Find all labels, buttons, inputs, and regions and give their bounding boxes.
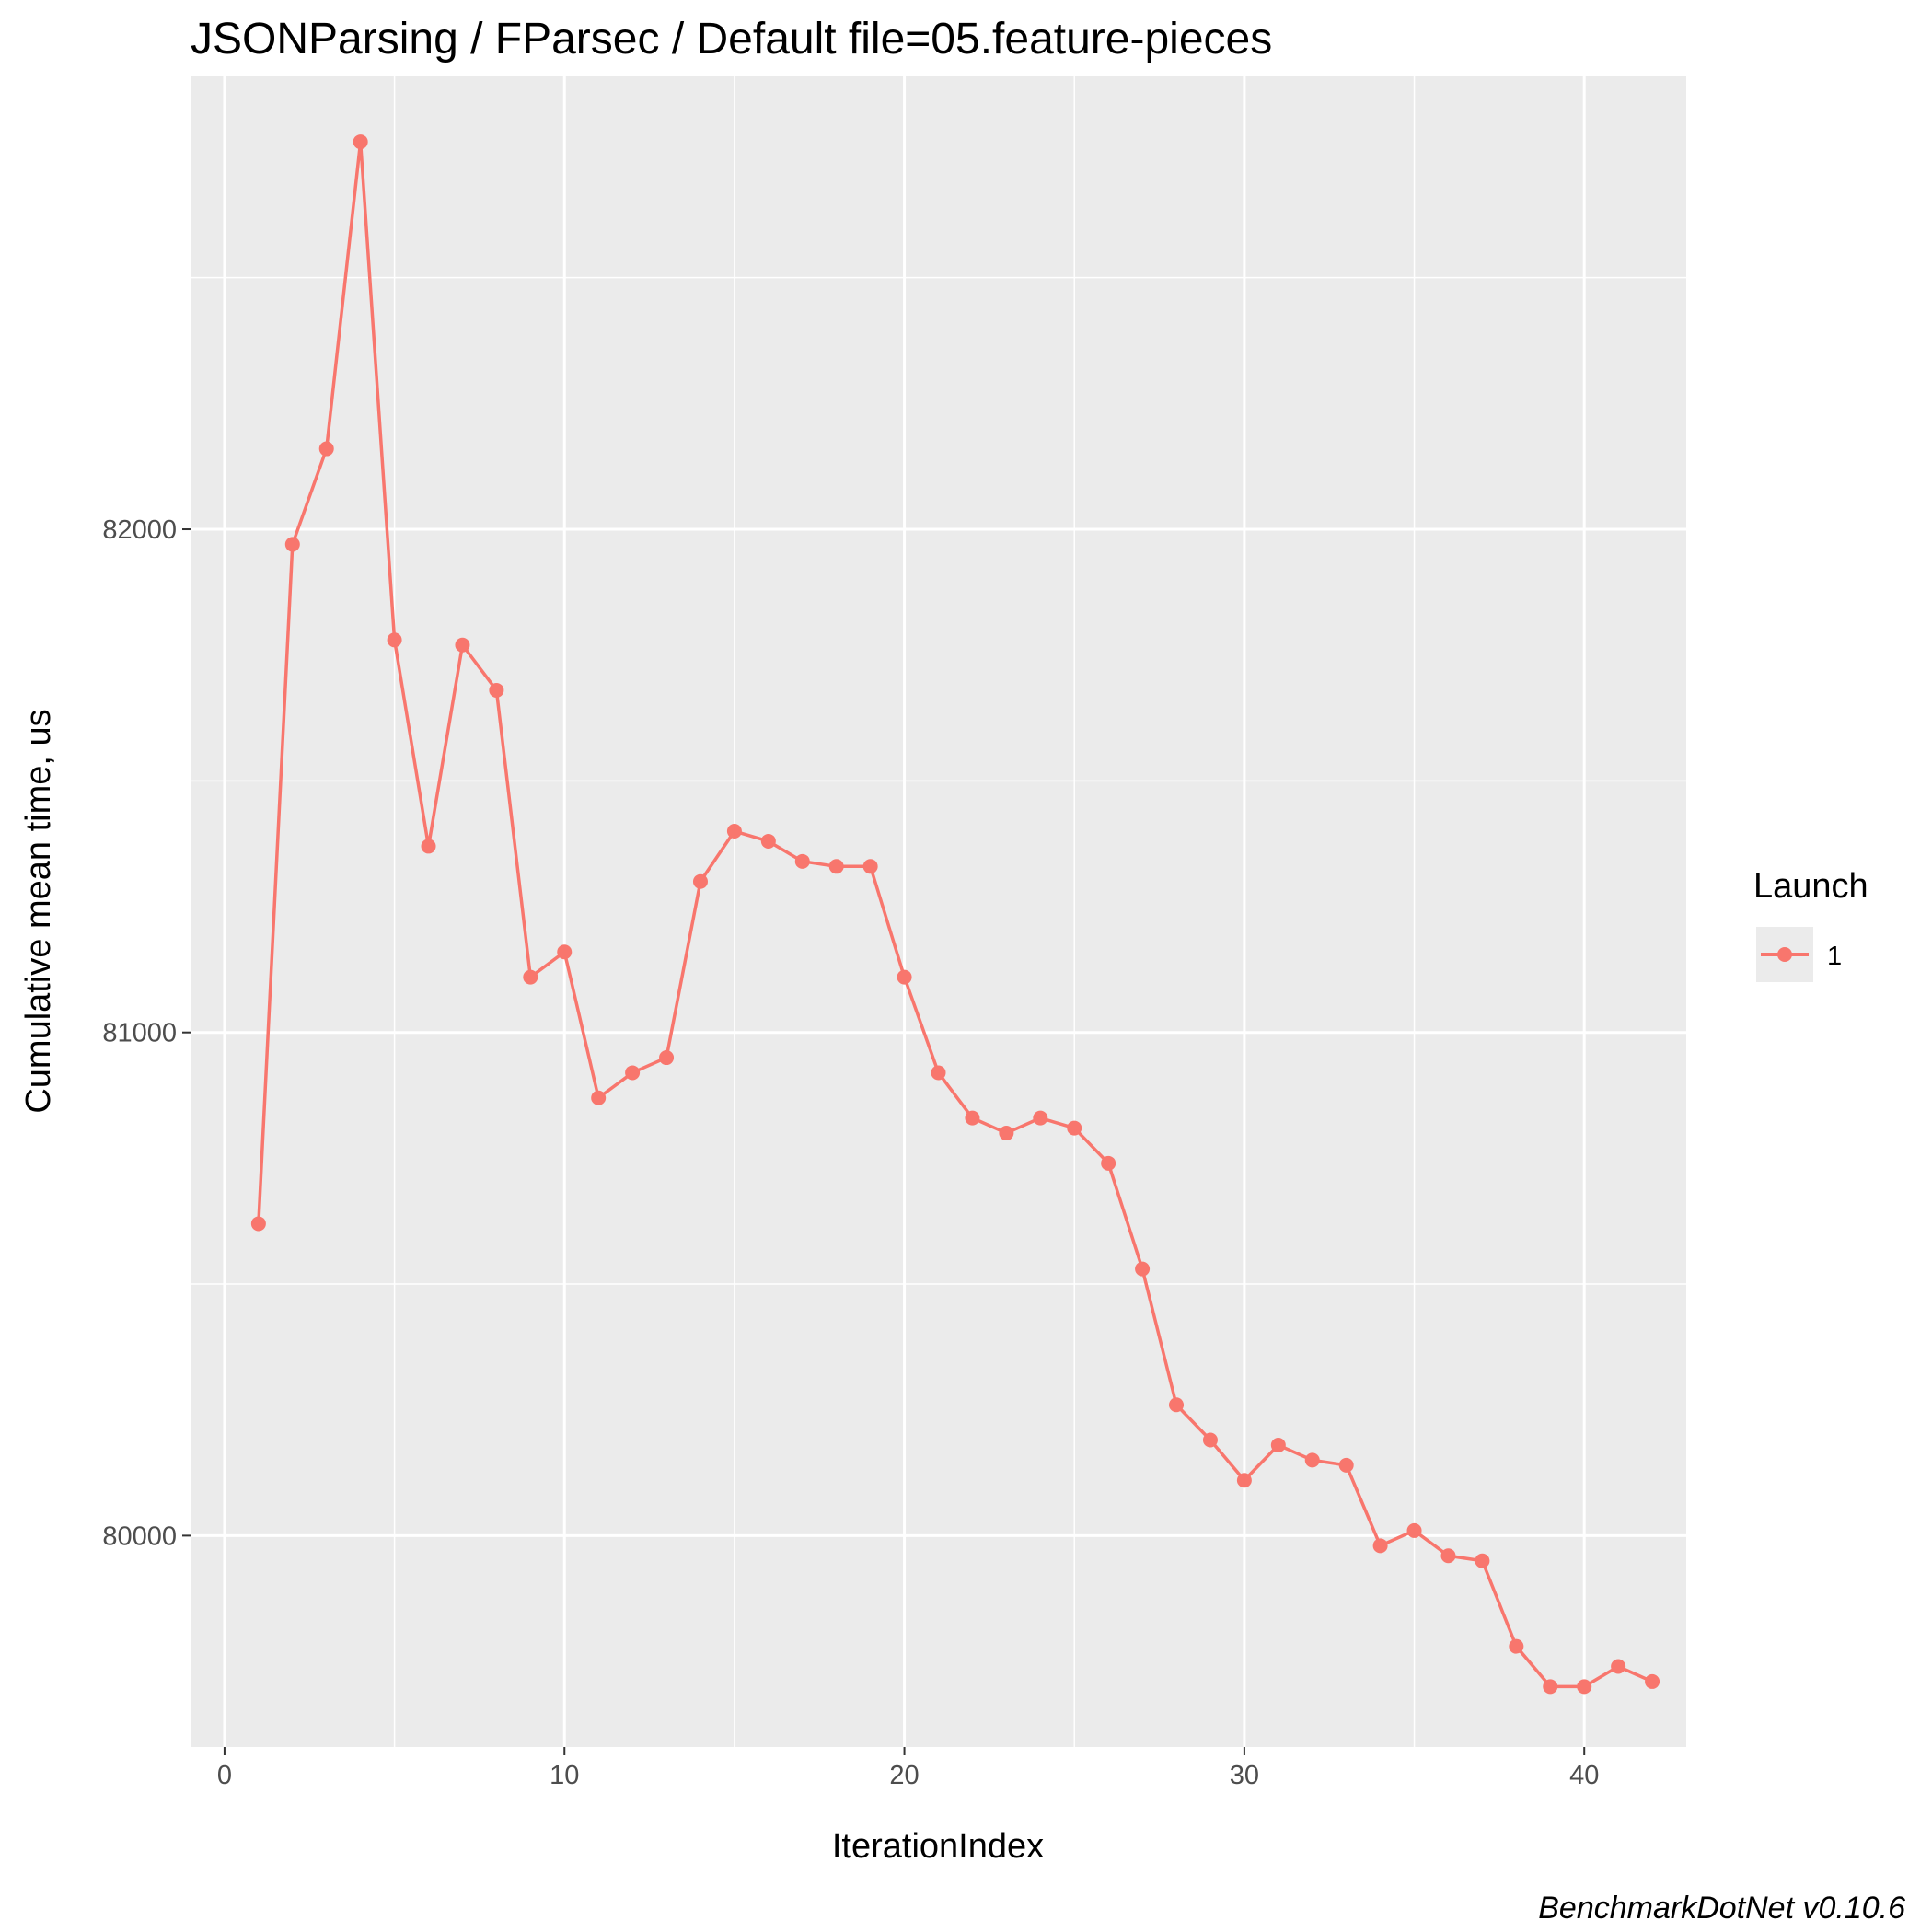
legend: Launch 1 — [1753, 867, 1868, 982]
data-point — [1406, 1522, 1422, 1538]
legend-title: Launch — [1753, 867, 1868, 906]
data-point — [387, 632, 402, 648]
y-tick-label: 81000 — [102, 1019, 177, 1048]
data-point — [1475, 1553, 1490, 1568]
data-point — [284, 537, 300, 552]
data-point — [353, 134, 368, 150]
data-point — [318, 441, 334, 457]
y-axis: 80000 81000 82000 — [102, 515, 191, 1551]
x-axis-title: IterationIndex — [832, 1827, 1044, 1866]
y-tick-label: 80000 — [102, 1521, 177, 1551]
data-point — [828, 859, 844, 874]
x-tick-label: 0 — [217, 1761, 232, 1790]
data-point — [1372, 1538, 1388, 1554]
data-point — [931, 1065, 946, 1081]
chart-title: JSONParsing / FParsec / Default file=05.… — [191, 15, 1272, 64]
data-point — [1067, 1120, 1082, 1136]
x-tick-label: 30 — [1230, 1761, 1259, 1790]
x-tick-label: 20 — [889, 1761, 919, 1790]
data-point — [897, 969, 912, 985]
data-point — [1169, 1397, 1185, 1413]
data-point — [862, 859, 878, 874]
data-point — [659, 1050, 675, 1066]
data-points — [250, 134, 1660, 1695]
data-point — [760, 833, 776, 849]
data-point — [1236, 1473, 1252, 1488]
data-point — [1101, 1155, 1116, 1171]
data-point — [965, 1110, 980, 1126]
data-point — [1033, 1110, 1048, 1126]
data-point — [1338, 1457, 1354, 1473]
y-tick-label: 82000 — [102, 515, 177, 545]
data-point — [999, 1126, 1014, 1141]
data-point — [489, 682, 504, 698]
data-point — [1270, 1437, 1286, 1452]
y-axis-title: Cumulative mean time, us — [19, 709, 58, 1113]
data-point — [1509, 1638, 1524, 1654]
data-point — [1577, 1679, 1592, 1695]
data-point — [557, 944, 573, 960]
data-point — [250, 1216, 266, 1232]
data-point — [1304, 1452, 1320, 1468]
data-point — [1202, 1432, 1218, 1448]
grid-major — [191, 76, 1686, 1747]
plot-panel — [191, 76, 1686, 1747]
data-point — [1440, 1548, 1456, 1564]
caption: BenchmarkDotNet v0.10.6 — [1538, 1891, 1905, 1926]
legend-key-point — [1777, 947, 1792, 962]
data-point — [455, 637, 470, 653]
data-point — [726, 824, 742, 839]
data-point — [692, 873, 708, 889]
x-axis: 0 10 20 30 40 — [217, 1747, 1599, 1790]
data-point — [794, 853, 810, 869]
data-point — [1135, 1261, 1151, 1277]
legend-label: 1 — [1827, 942, 1842, 971]
data-point — [1645, 1673, 1660, 1689]
data-point — [523, 969, 538, 985]
x-tick-label: 40 — [1569, 1761, 1599, 1790]
data-point — [1611, 1659, 1626, 1674]
data-point — [421, 839, 436, 854]
data-point — [1543, 1679, 1558, 1695]
data-point — [591, 1090, 607, 1105]
x-tick-label: 10 — [550, 1761, 579, 1790]
data-point — [625, 1065, 641, 1081]
